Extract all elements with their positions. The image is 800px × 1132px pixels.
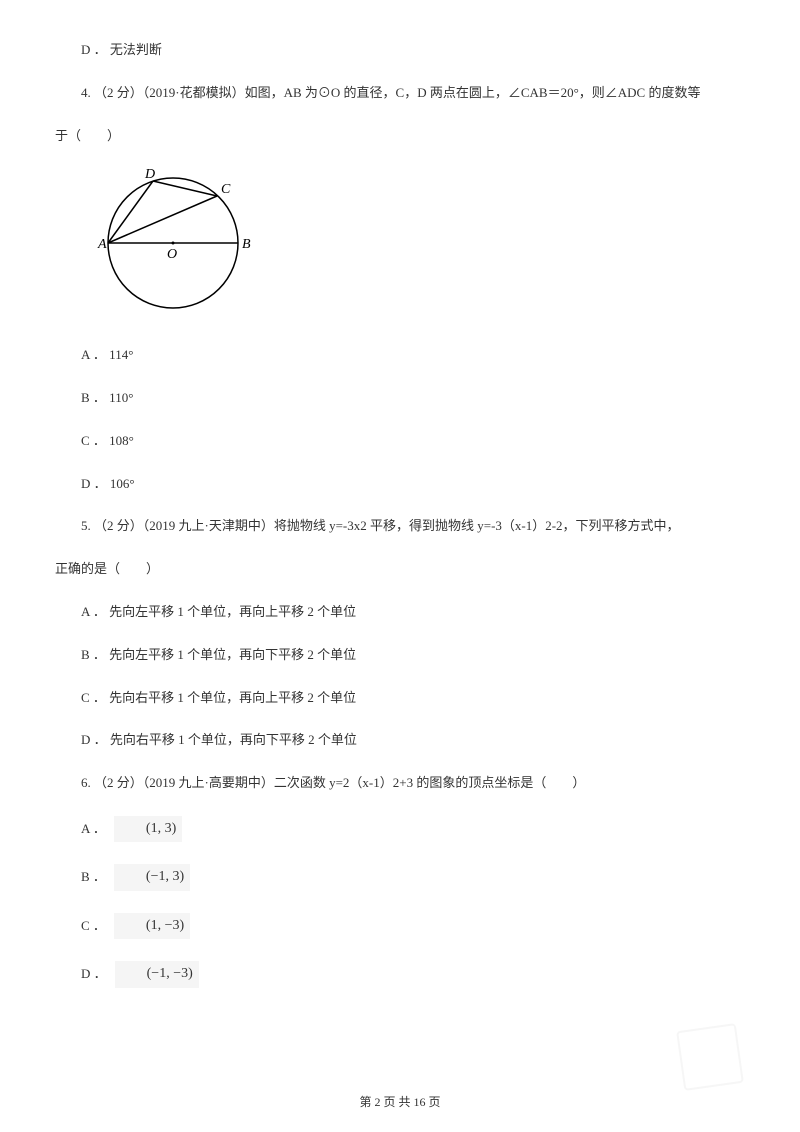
q6-option-c: C ． (1, −3) (55, 913, 745, 939)
page-footer: 第 2 页 共 16 页 (0, 1093, 800, 1112)
center-dot (172, 242, 175, 245)
q4-figure: A B C D O (95, 168, 745, 320)
q6-text: 6. （2 分）（2019 九上·高要期中）二次函数 y=2（x-1）2+3 的… (55, 773, 745, 794)
label-d: D (144, 168, 155, 182)
q6-d-coord: (−1, −3) (115, 961, 199, 987)
q6-d-label: D ． (55, 964, 107, 985)
q4-text-cont: 于（ ） (55, 126, 745, 147)
q4-option-b: B ． 110° (55, 388, 745, 409)
q5-option-d: D ． 先向右平移 1 个单位，再向下平移 2 个单位 (55, 730, 745, 751)
q4-option-c: C ． 108° (55, 431, 745, 452)
q6-b-coord: (−1, 3) (114, 864, 190, 890)
q5-text-cont: 正确的是（ ） (55, 559, 745, 580)
q6-c-label: C ． (55, 916, 106, 937)
q4-option-d: D ． 106° (55, 474, 745, 495)
label-b: B (242, 237, 251, 252)
q6-b-label: B ． (55, 867, 106, 888)
label-c: C (221, 182, 231, 197)
prev-option-d: D ． 无法判断 (55, 40, 745, 61)
q4-text: 4. （2 分）（2019·花都模拟）如图，AB 为⊙O 的直径，C，D 两点在… (55, 83, 745, 104)
q5-option-a: A ． 先向左平移 1 个单位，再向上平移 2 个单位 (55, 602, 745, 623)
q6-option-d: D ． (−1, −3) (55, 961, 745, 987)
q5-option-b: B ． 先向左平移 1 个单位，再向下平移 2 个单位 (55, 645, 745, 666)
q6-a-coord: (1, 3) (114, 816, 182, 842)
watermark-badge (676, 1023, 744, 1091)
q6-a-label: A ． (55, 819, 106, 840)
q5-option-c: C ． 先向右平移 1 个单位，再向上平移 2 个单位 (55, 688, 745, 709)
q5-text: 5. （2 分）（2019 九上·天津期中）将抛物线 y=-3x2 平移，得到抛… (55, 516, 745, 537)
q4-option-a: A ． 114° (55, 345, 745, 366)
label-o: O (167, 247, 177, 262)
q6-c-coord: (1, −3) (114, 913, 190, 939)
q6-option-b: B ． (−1, 3) (55, 864, 745, 890)
label-a: A (97, 237, 107, 252)
q6-option-a: A ． (1, 3) (55, 816, 745, 842)
